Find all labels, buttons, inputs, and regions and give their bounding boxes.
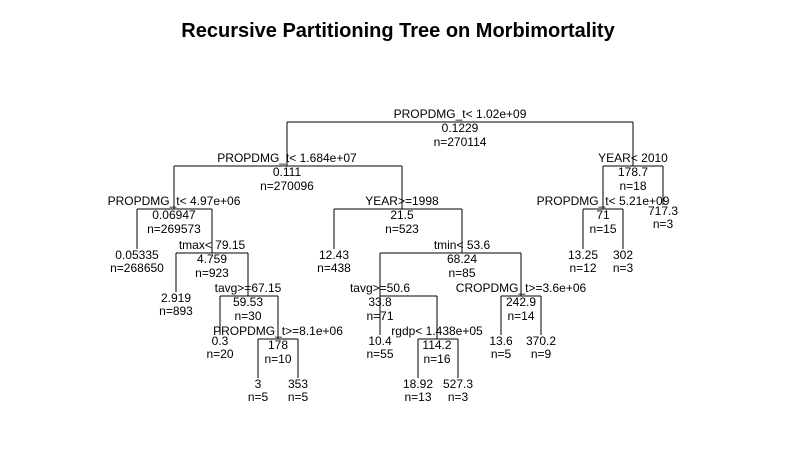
node-count: n=14 <box>507 309 534 323</box>
node-mean-value: 242.9 <box>506 295 536 309</box>
node-mean-value: 68.24 <box>447 252 477 266</box>
leaf-count: n=3 <box>613 261 634 275</box>
node-mean-value: 0.06947 <box>152 208 196 222</box>
split-rule: tavg>=50.6 <box>350 281 410 295</box>
leaf-count: n=13 <box>404 390 431 404</box>
split-rule: tmin< 53.6 <box>434 238 491 252</box>
tree-edges <box>136 121 664 378</box>
leaf-mean-value: 717.3 <box>648 204 678 218</box>
leaf-mean-value: 527.3 <box>443 377 473 391</box>
leaf-mean-value: 18.92 <box>403 377 433 391</box>
leaf-mean-value: 10.4 <box>368 334 392 348</box>
node-mean-value: 21.5 <box>390 208 414 222</box>
node-mean-value: 0.1229 <box>442 121 479 135</box>
split-rule: PROPDMG_t< 1.684e+07 <box>217 151 357 165</box>
split-rule: CROPDMG_t>=3.6e+06 <box>456 281 587 295</box>
node-count: n=30 <box>234 309 261 323</box>
leaf-count: n=12 <box>569 261 596 275</box>
node-mean-value: 114.2 <box>422 338 451 352</box>
node-mean-value: 178 <box>268 338 288 352</box>
leaf-count: n=3 <box>653 217 674 231</box>
leaf-mean-value: 13.6 <box>489 334 513 348</box>
node-count: n=16 <box>423 352 450 366</box>
node-count: n=15 <box>589 222 616 236</box>
split-rule: PROPDMG_t< 1.02e+09 <box>394 107 527 121</box>
node-mean-value: 71 <box>596 208 610 222</box>
diagram-title: Recursive Partitioning Tree on Morbimort… <box>181 20 615 42</box>
node-mean-value: 59.53 <box>233 295 263 309</box>
node-mean-value: 4.759 <box>197 252 227 266</box>
node-count: n=270114 <box>434 135 487 149</box>
leaf-count: n=5 <box>248 390 269 404</box>
leaf-count: n=20 <box>206 347 233 361</box>
node-mean-value: 33.8 <box>368 295 392 309</box>
leaf-mean-value: 302 <box>613 248 633 262</box>
node-count: n=523 <box>385 222 419 236</box>
node-count: n=18 <box>619 179 646 193</box>
leaf-count: n=9 <box>531 347 552 361</box>
leaf-mean-value: 2.919 <box>161 291 191 305</box>
node-count: n=10 <box>264 352 291 366</box>
leaf-mean-value: 370.2 <box>526 334 556 348</box>
node-count: n=71 <box>366 309 393 323</box>
leaf-mean-value: 3 <box>255 377 262 391</box>
split-rule: tavg>=67.15 <box>215 281 282 295</box>
split-rule: rgdp< 1.438e+05 <box>391 324 483 338</box>
leaf-mean-value: 13.25 <box>568 248 598 262</box>
split-rule: PROPDMG_t< 4.97e+06 <box>108 194 241 208</box>
node-count: n=923 <box>195 266 229 280</box>
split-rule: PROPDMG_t< 5.21e+09 <box>537 194 670 208</box>
split-rule: tmax< 79.15 <box>179 238 246 252</box>
split-rule: YEAR>=1998 <box>365 194 439 208</box>
leaf-mean-value: 12.43 <box>319 248 349 262</box>
leaf-count: n=893 <box>159 304 193 318</box>
leaf-count: n=5 <box>491 347 512 361</box>
leaf-mean-value: 0.3 <box>212 334 229 348</box>
split-rule: YEAR< 2010 <box>598 151 668 165</box>
leaf-count: n=3 <box>448 390 469 404</box>
leaf-count: n=268650 <box>110 261 164 275</box>
leaf-count: n=5 <box>288 390 309 404</box>
node-count: n=85 <box>448 266 475 280</box>
leaf-count: n=55 <box>366 347 393 361</box>
split-rule: PROPDMG_t>=8.1e+06 <box>213 324 343 338</box>
node-count: n=270096 <box>260 179 314 193</box>
node-mean-value: 178.7 <box>618 165 648 179</box>
node-mean-value: 0.111 <box>273 165 302 179</box>
leaf-count: n=438 <box>317 261 351 275</box>
leaf-mean-value: 353 <box>288 377 308 391</box>
node-count: n=269573 <box>147 222 201 236</box>
leaf-mean-value: 0.05335 <box>115 248 159 262</box>
